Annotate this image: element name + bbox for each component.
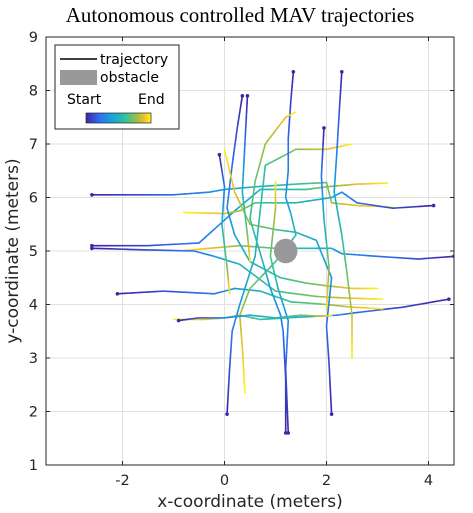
trajectory-start-point (176, 318, 181, 323)
trajectory-line (241, 94, 251, 263)
trajectory-line (333, 69, 353, 359)
y-tick-label: 8 (29, 84, 38, 100)
trajectory-start-point (245, 94, 250, 98)
y-tick-label: 1 (29, 458, 38, 474)
colorbar-start-label: Start (67, 92, 102, 108)
legend-trajectory-label: trajectory (100, 52, 168, 68)
x-tick-label: 4 (424, 473, 433, 489)
trajectory-start-point (225, 412, 229, 416)
obstacle-layer (273, 238, 298, 264)
trajectory-line (320, 126, 330, 311)
trajectory-line (217, 152, 231, 295)
trajectory-start-point (322, 126, 326, 130)
y-tick-label: 4 (29, 298, 38, 314)
colorbar (85, 112, 152, 124)
legend-obstacle-swatch (60, 70, 97, 85)
trajectory-start-point (240, 94, 245, 98)
x-tick-label: 2 (322, 473, 331, 489)
trajectory-line (90, 246, 384, 300)
trajectory-start-point (283, 431, 288, 435)
trajectory-start-point (329, 412, 334, 416)
trajectory-start-point (90, 193, 94, 197)
trajectory-start-point (291, 69, 296, 74)
x-axis-label: x-coordinate (meters) (157, 492, 343, 512)
trajectory-line (223, 148, 334, 416)
trajectory-line (249, 111, 297, 435)
y-tick-label: 6 (29, 191, 38, 207)
trajectory-line (226, 94, 379, 290)
y-tick-label: 2 (29, 405, 38, 421)
y-tick-label: 3 (29, 351, 38, 367)
trajectory-line (115, 287, 384, 310)
x-tick-label: -2 (115, 473, 129, 489)
trajectory-line (182, 191, 436, 215)
colorbar-end-label: End (138, 92, 165, 108)
obstacle (273, 238, 298, 264)
trajectory-line (90, 182, 389, 248)
trajectory-start-point (447, 297, 451, 301)
trajectory-layer (90, 69, 454, 435)
y-tick-label: 7 (29, 137, 38, 153)
legend-obstacle-label: obstacle (100, 70, 159, 86)
trajectory-start-point (217, 152, 222, 157)
y-axis-label: y-coordinate (meters) (3, 158, 23, 343)
trajectory-start-point (115, 292, 120, 296)
trajectory-start-point (90, 243, 94, 248)
y-tick-label: 5 (29, 244, 38, 260)
x-tick-label: 0 (220, 473, 229, 489)
legend: trajectory obstacle Start End (54, 44, 180, 130)
trajectory-start-point (286, 431, 291, 435)
chart-title: Autonomous controlled MAV trajectories (66, 3, 415, 27)
trajectory-line (225, 143, 353, 416)
axis-ticks: -2 0 2 4 1 2 3 4 5 6 7 8 9 (29, 30, 454, 489)
trajectory-line (176, 314, 333, 323)
trajectory-start-point (340, 69, 344, 74)
y-tick-label: 9 (29, 30, 38, 46)
trajectory-start-point (431, 203, 436, 208)
trajectory-start-point (90, 246, 94, 251)
